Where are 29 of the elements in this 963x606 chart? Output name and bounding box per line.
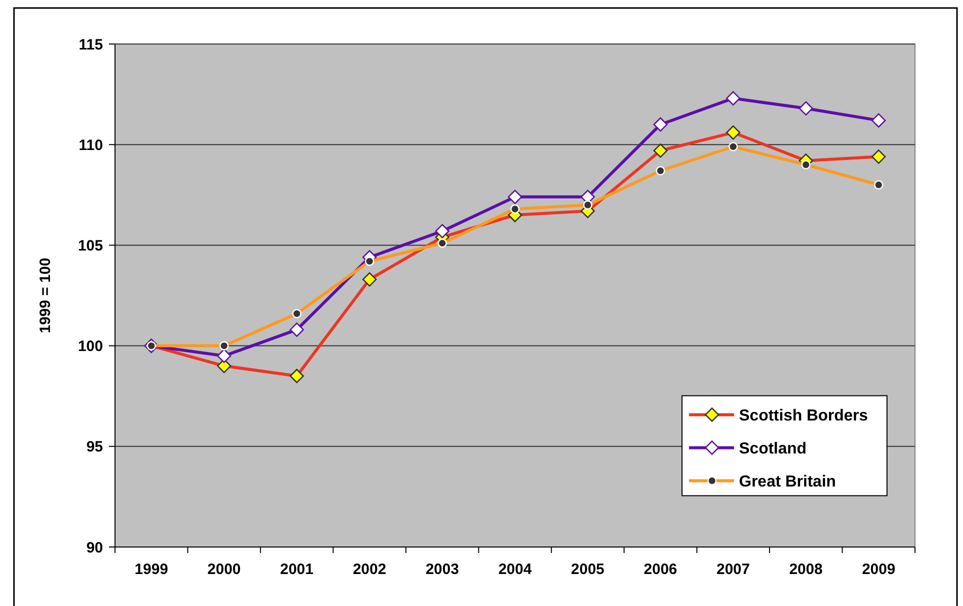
- y-tick-label: 110: [78, 136, 103, 154]
- legend-label: Scottish Borders: [739, 407, 868, 424]
- point: [798, 101, 814, 116]
- point: [871, 113, 886, 128]
- point: [216, 348, 232, 364]
- x-tick-label: 2008: [789, 561, 823, 578]
- x-tick-label: 2006: [644, 561, 678, 578]
- point: [653, 117, 668, 132]
- y-tick-label: 90: [86, 539, 103, 556]
- x-tick-label: 2005: [571, 561, 604, 578]
- x-tick-label: 2004: [498, 561, 532, 578]
- point: [290, 322, 304, 337]
- legend-label: Great Britain: [739, 473, 836, 490]
- y-tick-label: 100: [78, 338, 103, 356]
- x-tick-label: 2009: [862, 561, 896, 578]
- point: [508, 190, 522, 204]
- x-tick-label: 2007: [716, 561, 750, 578]
- point: [435, 224, 450, 238]
- y-tick-label: 105: [78, 237, 103, 254]
- legend-label: Scotland: [739, 440, 807, 458]
- y-tick-label: 95: [86, 438, 103, 456]
- x-tick-label: 1999: [134, 561, 168, 578]
- y-tick-label: 115: [78, 36, 103, 54]
- x-tick-label: 2002: [352, 561, 386, 578]
- x-tick-label: 2003: [426, 561, 459, 578]
- x-tick-label: 2001: [280, 561, 314, 578]
- y-axis-title: 1999 = 100: [37, 258, 54, 334]
- point: [726, 91, 740, 106]
- x-tick-label: 2000: [207, 561, 241, 578]
